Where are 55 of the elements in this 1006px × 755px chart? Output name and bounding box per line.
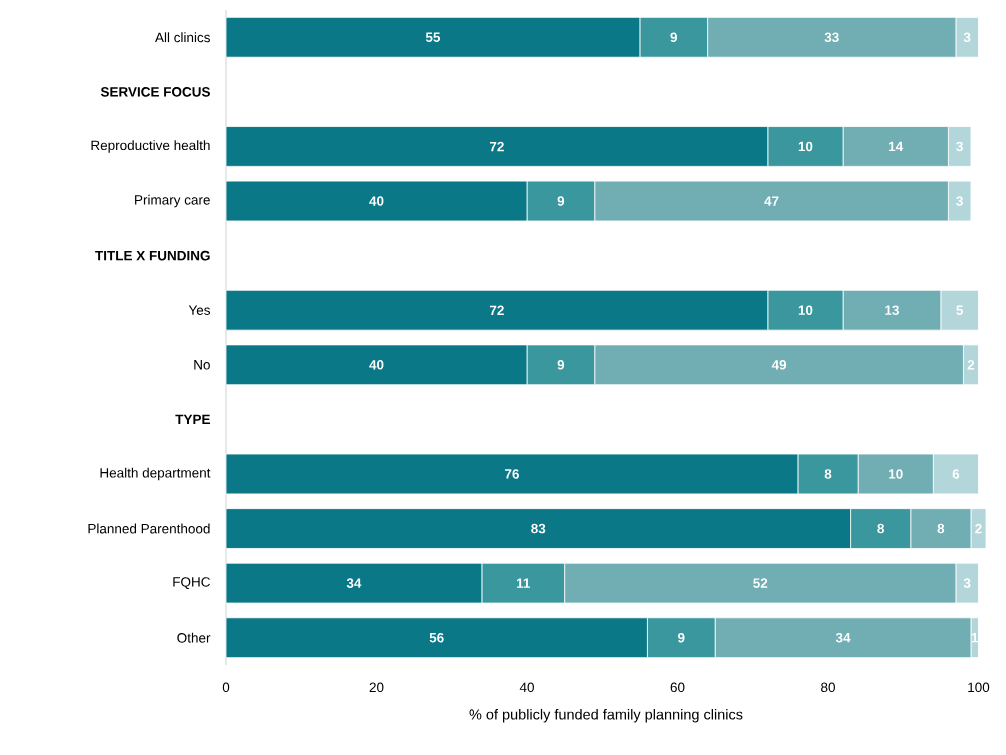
y-tick-label: Reproductive health [91,140,210,153]
data-label: 9 [677,632,685,643]
data-label: 8 [937,523,945,534]
data-label: 40 [369,196,384,206]
x-tick-label: 0 [222,682,230,693]
data-label: 8 [824,469,832,479]
x-tick-label: 100 [968,682,990,693]
data-label: 3 [963,578,971,588]
data-label: 2 [967,360,975,370]
data-label: 6 [952,469,960,479]
data-label: 8 [877,523,884,534]
data-label: 76 [505,469,519,479]
data-label: 40 [369,360,384,370]
data-label: 14 [889,141,904,152]
data-label: 10 [798,141,813,152]
x-tick-label: 60 [670,682,685,693]
data-label: 13 [885,305,899,315]
y-tick-label: Primary care [135,194,210,208]
y-tick-label: Planned Parenthood [88,523,210,534]
data-label: 56 [429,632,444,643]
data-label: 9 [670,32,677,43]
data-label: 10 [798,305,813,315]
data-label: 1 [971,633,979,643]
data-label: 55 [425,32,441,42]
data-label: 49 [771,360,787,370]
x-axis-title: % of publicly funded family planning clinics [469,708,743,723]
data-label: 10 [889,469,903,479]
data-label: 3 [963,32,971,43]
data-label: 11 [516,578,530,588]
y-tick-label: TYPE [175,414,210,425]
x-tick-label: 80 [821,682,835,693]
data-label: 52 [753,578,768,588]
data-label: 34 [346,578,362,588]
data-label: 34 [835,632,851,643]
data-label: 9 [557,196,565,206]
y-tick-label: Yes [188,305,211,315]
data-label: 83 [531,523,546,534]
data-label: 3 [956,141,963,152]
data-label: 72 [489,305,504,315]
x-tick-label: 40 [519,682,534,693]
data-label: 9 [557,360,565,370]
x-tick-label: 20 [369,682,384,693]
y-tick-label: Other [177,632,211,643]
data-label: 33 [824,32,839,43]
y-tick-label: No [194,360,210,370]
y-tick-label: Health department [100,467,211,481]
data-label: 3 [956,196,963,206]
y-tick-label: FQHC [173,577,210,590]
data-label: 5 [956,305,964,315]
data-label: 2 [975,523,982,534]
data-label: 72 [489,141,504,152]
y-tick-label: TITLE X FUNDING [95,250,210,261]
y-tick-label: SERVICE FOCUS [100,87,210,97]
y-tick-label: All clinics [155,32,210,43]
data-label: 47 [764,196,779,206]
